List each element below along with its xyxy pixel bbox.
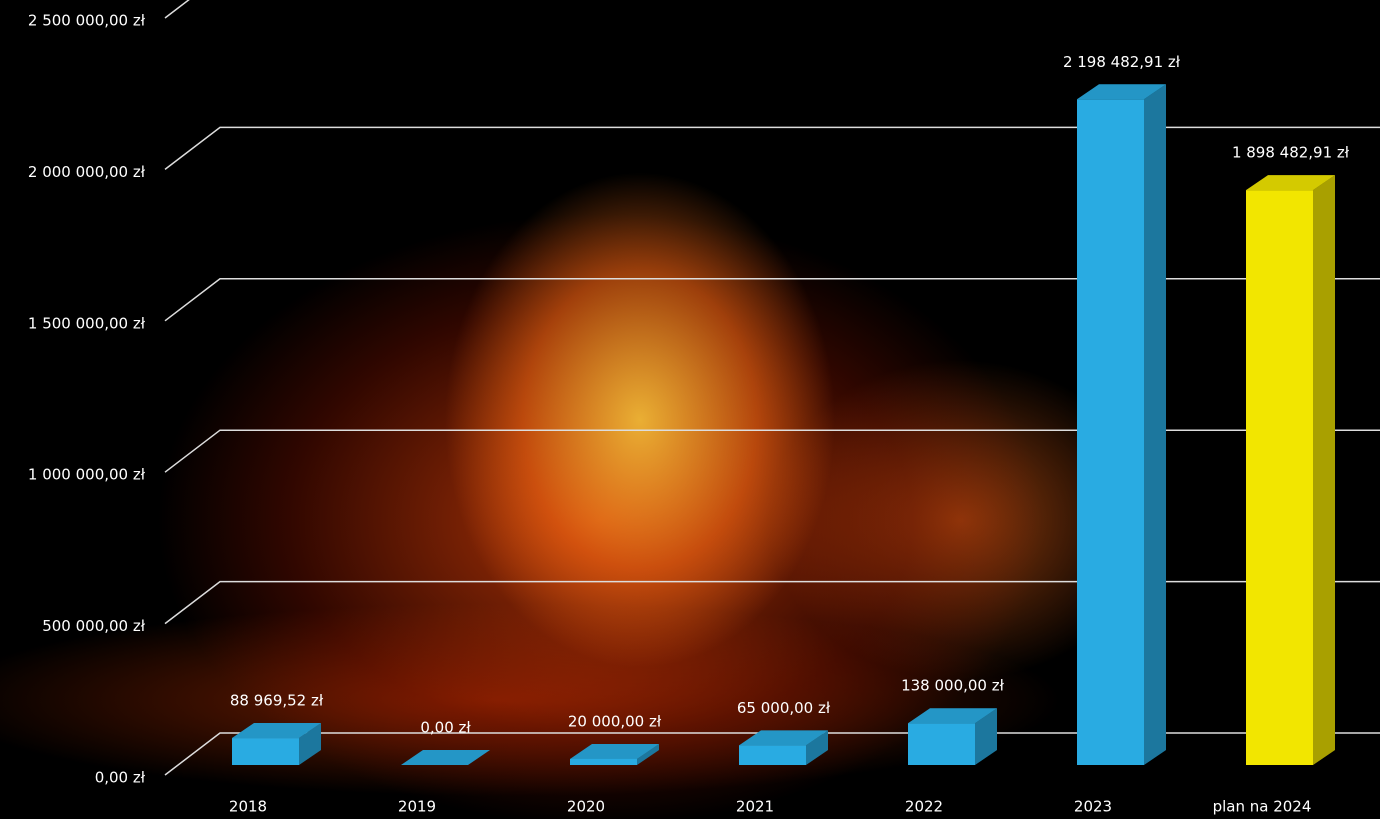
grid-line xyxy=(164,0,190,19)
bar-side xyxy=(299,723,321,765)
value-label: 138 000,00 zł xyxy=(901,677,1005,695)
value-label: 2 198 482,91 zł xyxy=(1063,53,1181,71)
y-tick-label: 2 500 000,00 zł xyxy=(28,12,146,30)
bar-side-shade xyxy=(637,743,659,765)
bar-top-shade xyxy=(1246,175,1335,191)
bar-top xyxy=(401,750,490,765)
bar-side-shade xyxy=(1313,175,1335,765)
bar-top-shade xyxy=(739,730,828,746)
y-tick-label: 1 000 000,00 zł xyxy=(28,466,146,484)
value-label: 20 000,00 zł xyxy=(568,712,662,730)
y-tick-label: 0,00 zł xyxy=(95,769,146,787)
bar-top-shade xyxy=(570,743,659,759)
bar xyxy=(1246,190,1313,765)
bar-side-shade xyxy=(975,708,997,765)
grid-line xyxy=(164,278,1380,322)
x-tick-label: plan na 2024 xyxy=(1213,798,1312,816)
bar-top xyxy=(232,723,321,739)
x-tick-label: 2020 xyxy=(567,798,605,816)
bar-top-shade xyxy=(232,723,321,739)
bar-side xyxy=(975,708,997,765)
bar xyxy=(570,758,637,765)
bar xyxy=(1077,99,1144,765)
grid-line xyxy=(164,580,1380,625)
bar xyxy=(739,745,806,765)
bar-side xyxy=(1313,175,1335,765)
bar-top-shade xyxy=(401,750,490,765)
bar-side-shade xyxy=(1144,84,1166,765)
y-tick-label: 500 000,00 zł xyxy=(42,617,146,635)
grid-line xyxy=(164,429,1380,473)
y-tick-label: 2 000 000,00 zł xyxy=(28,163,146,181)
bar-side-shade xyxy=(806,730,828,765)
value-label: 1 898 482,91 zł xyxy=(1232,144,1350,162)
bar xyxy=(232,738,299,765)
grid-line xyxy=(164,126,1380,170)
value-label: 0,00 zł xyxy=(420,719,471,737)
bar-top xyxy=(739,730,828,746)
bar-top-shade xyxy=(908,708,997,724)
bar-side xyxy=(806,730,828,765)
bar-top xyxy=(1077,84,1166,100)
y-tick-label: 1 500 000,00 zł xyxy=(28,314,146,332)
bar-side xyxy=(1144,84,1166,765)
value-label: 65 000,00 zł xyxy=(737,699,831,717)
x-tick-label: 2021 xyxy=(736,798,774,816)
bar-top-shade xyxy=(1077,84,1166,100)
x-tick-label: 2019 xyxy=(398,798,436,816)
bar-side-shade xyxy=(299,723,321,765)
bar-side xyxy=(637,743,659,765)
value-label: 88 969,52 zł xyxy=(230,692,324,710)
x-tick-label: 2023 xyxy=(1074,798,1112,816)
bar xyxy=(908,723,975,765)
x-tick-label: 2022 xyxy=(905,798,943,816)
bar-top xyxy=(1246,175,1335,191)
bar-top xyxy=(908,708,997,724)
x-tick-label: 2018 xyxy=(229,798,267,816)
bar-top xyxy=(570,743,659,759)
